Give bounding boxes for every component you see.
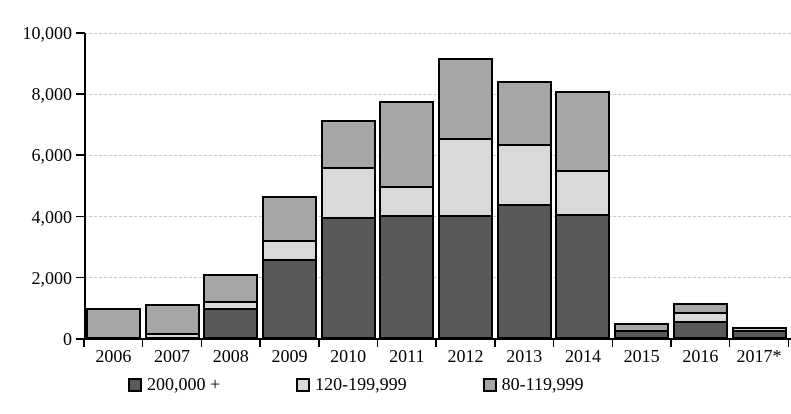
- x-axis-tick: [83, 339, 85, 347]
- x-axis-tick: [552, 339, 555, 347]
- bar-2014: [555, 90, 611, 339]
- bar-segment: [261, 196, 317, 243]
- bar-2009: [261, 196, 317, 339]
- bar-segment: [438, 215, 494, 339]
- x-axis-tick-label: 2007: [154, 346, 191, 366]
- gridline: [84, 32, 791, 34]
- gridline: [84, 216, 791, 218]
- bar-segment: [320, 119, 376, 169]
- x-axis-tick-label: 2012: [447, 346, 484, 366]
- x-axis-tick: [200, 339, 203, 347]
- legend-swatch-icon: [296, 377, 311, 392]
- bar-segment: [261, 240, 317, 262]
- bar-segment: [320, 216, 376, 339]
- x-axis-tick: [435, 339, 437, 347]
- x-axis-line: [76, 338, 791, 340]
- legend-label: 200,000 +: [147, 374, 221, 394]
- bar-segment: [496, 204, 552, 339]
- x-axis-tick: [141, 339, 144, 347]
- y-axis-tick-label: 0: [63, 329, 72, 349]
- x-axis-tick-label: 2014: [564, 346, 601, 366]
- x-axis-tick-label: 2011: [389, 346, 425, 366]
- bar-segment: [555, 213, 611, 339]
- bar-segment: [555, 90, 611, 172]
- gridline: [84, 154, 791, 156]
- legend-item: 200,000 +: [128, 374, 220, 395]
- gridline: [84, 93, 791, 95]
- bar-segment: [672, 320, 728, 339]
- y-axis-tick-label: 10,000: [22, 23, 73, 43]
- bar-2012: [438, 58, 494, 339]
- y-axis-tick: [76, 215, 85, 218]
- bar-segment: [555, 169, 611, 216]
- legend-item: 80-119,999: [482, 374, 584, 395]
- y-axis-line: [84, 33, 86, 339]
- x-axis-tick-label: 2015: [623, 346, 660, 366]
- bar-segment: [438, 137, 494, 218]
- y-axis-tick-label: 2,000: [31, 267, 73, 288]
- bar-2017: [731, 327, 787, 339]
- legend-swatch-icon: [128, 377, 142, 392]
- y-axis-tick: [76, 32, 85, 34]
- y-axis-tick: [76, 276, 85, 279]
- x-axis-tick: [728, 339, 731, 347]
- x-axis-tick: [670, 339, 672, 347]
- bar-segment: [85, 308, 141, 339]
- bar-segment: [320, 166, 376, 219]
- y-axis-tick-label: 8,000: [31, 84, 73, 105]
- x-axis-tick: [611, 339, 614, 347]
- x-axis-tick-label: 2016: [682, 346, 719, 366]
- bar-segment: [379, 186, 435, 218]
- x-axis-tick-label: 2013: [506, 346, 543, 366]
- x-axis-tick: [494, 339, 496, 347]
- bar-2010: [320, 119, 376, 339]
- legend-item: 120-199,999: [296, 374, 407, 395]
- y-axis-tick: [76, 154, 85, 156]
- bar-segment: [379, 101, 435, 189]
- bar-segment: [144, 304, 200, 335]
- legend-label: 80-119,999: [501, 374, 584, 394]
- x-axis-tick: [787, 339, 790, 347]
- bar-2013: [496, 81, 552, 339]
- bar-segment: [731, 329, 787, 339]
- bar-segment: [144, 332, 200, 339]
- x-axis-tick-label: 2010: [330, 346, 367, 366]
- bar-segment: [614, 329, 670, 339]
- x-axis-tick: [376, 339, 379, 347]
- x-axis-tick-label: 2009: [271, 346, 308, 366]
- bar-segment: [496, 81, 552, 146]
- bar-2016: [672, 303, 728, 339]
- bar-segment: [203, 308, 259, 339]
- x-axis-tick-label: 2017*: [736, 346, 782, 366]
- x-axis-tick-label: 2008: [212, 346, 249, 366]
- y-axis-tick-label: 6,000: [31, 145, 73, 166]
- legend-label: 120-199,999: [315, 374, 407, 394]
- legend: 200,000 + 120-199,999 80-119,999: [128, 374, 583, 395]
- bar-segment: [438, 58, 494, 140]
- bar-2006: [85, 308, 141, 339]
- x-axis-tick: [318, 339, 320, 347]
- gridline: [84, 277, 791, 279]
- bar-2008: [203, 274, 259, 339]
- bar-segment: [203, 274, 259, 304]
- legend-swatch-icon: [482, 377, 497, 392]
- bar-2011: [379, 101, 435, 339]
- bar-2007: [144, 304, 200, 339]
- bar-segment: [496, 143, 552, 207]
- bar-2015: [614, 322, 670, 339]
- bar-segment: [379, 215, 435, 339]
- x-axis-tick: [259, 339, 261, 347]
- x-axis-tick-label: 2006: [95, 346, 132, 366]
- bar-segment: [261, 259, 317, 339]
- y-axis-tick: [76, 93, 85, 95]
- y-axis-tick-label: 4,000: [31, 206, 73, 227]
